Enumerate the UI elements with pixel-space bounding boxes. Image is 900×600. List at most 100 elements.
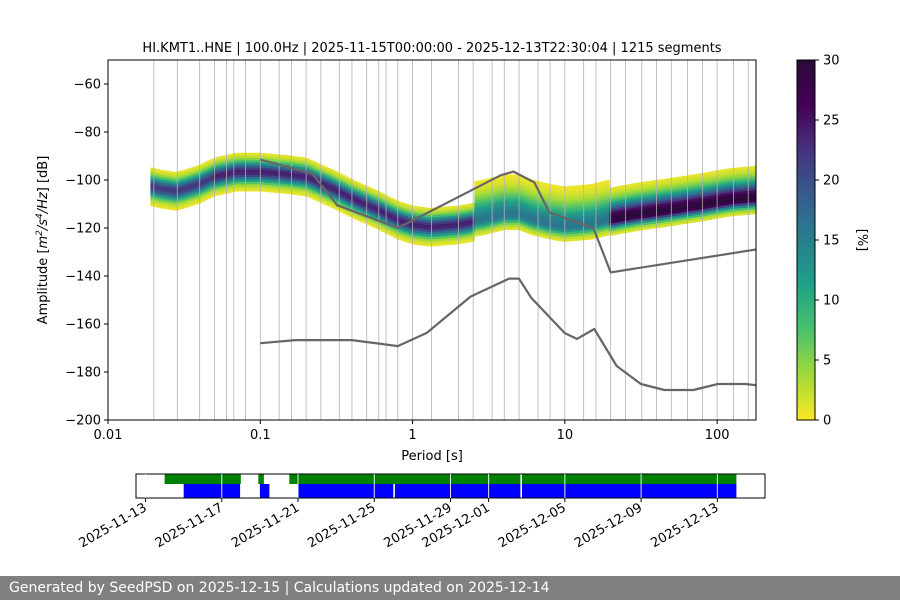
heatmap-cell — [327, 184, 331, 188]
heatmap-cell — [189, 172, 193, 176]
heatmap-cell — [642, 191, 646, 194]
heatmap-cell — [642, 208, 646, 211]
heatmap-cell — [291, 177, 295, 181]
heatmap-cell — [168, 197, 172, 201]
heatmap-cell — [318, 173, 322, 177]
heatmap-cell — [189, 191, 193, 195]
heatmap-cell — [576, 235, 580, 239]
heatmap-cell — [651, 192, 655, 196]
heatmap-cell — [561, 186, 565, 189]
heatmap-cell — [468, 234, 472, 238]
heatmap-cell — [585, 206, 589, 209]
heatmap-cell — [237, 179, 241, 182]
heatmap-cell — [153, 187, 157, 191]
heatmap-cell — [492, 189, 496, 192]
processed-data-segment — [289, 474, 521, 484]
heatmap-cell — [261, 174, 265, 178]
heatmap-cell — [459, 229, 463, 232]
heatmap-cell — [723, 202, 727, 206]
heatmap-cell — [732, 189, 736, 193]
heatmap-cell — [510, 200, 514, 204]
heatmap-cell — [399, 211, 403, 215]
heatmap-cell — [432, 222, 436, 225]
heatmap-cell — [564, 203, 568, 206]
heatmap-cell — [363, 216, 367, 219]
heatmap-cell — [696, 214, 700, 218]
heatmap-cell — [369, 187, 373, 191]
heatmap-cell — [624, 201, 628, 205]
heatmap-cell — [528, 198, 532, 201]
heatmap-cell — [483, 191, 487, 194]
heatmap-cell — [597, 203, 601, 207]
heatmap-cell — [546, 205, 550, 208]
y-tick-label: −80 — [74, 126, 101, 141]
heatmap-cell — [207, 181, 211, 185]
heatmap-cell — [243, 188, 247, 192]
heatmap-cell — [486, 224, 490, 227]
heatmap-cell — [474, 231, 478, 234]
heatmap-cell — [642, 212, 646, 216]
heatmap-cell — [585, 227, 589, 231]
heatmap-cell — [603, 195, 607, 198]
colorbar-tick-label: 5 — [823, 354, 831, 369]
heatmap-cell — [546, 231, 550, 235]
heatmap-cell — [426, 236, 430, 240]
heatmap-cell — [357, 218, 361, 221]
heatmap-cell — [450, 215, 454, 219]
heatmap-cell — [522, 214, 526, 218]
heatmap-cell — [507, 193, 511, 197]
heatmap-cell — [555, 228, 559, 232]
heatmap-cell — [327, 175, 331, 178]
heatmap-cell — [441, 226, 445, 229]
heatmap-cell — [402, 222, 406, 225]
heatmap-cell — [519, 216, 523, 219]
heatmap-cell — [537, 231, 541, 235]
heatmap-cell — [225, 154, 229, 158]
heatmap-cell — [483, 212, 487, 216]
heatmap-cell — [504, 193, 508, 197]
heatmap-cell — [651, 211, 655, 215]
heatmap-cell — [729, 204, 733, 207]
heatmap-cell — [207, 184, 211, 187]
heatmap-cell — [339, 178, 343, 182]
heatmap-cell — [576, 190, 580, 193]
heatmap-cell — [615, 227, 619, 230]
heatmap-cell — [249, 176, 253, 180]
heatmap-cell — [183, 174, 187, 178]
heatmap-cell — [504, 208, 508, 211]
heatmap-cell — [678, 219, 682, 223]
heatmap-cell — [366, 205, 370, 209]
heatmap-cell — [630, 226, 634, 230]
heatmap-cell — [636, 218, 640, 222]
heatmap-cell — [186, 204, 190, 208]
heatmap-cell — [336, 191, 340, 194]
heatmap-cell — [435, 212, 439, 215]
heatmap-cell — [297, 161, 301, 165]
y-axis-label-prefix: Amplitude [ — [36, 248, 51, 324]
heatmap-cell — [183, 191, 187, 194]
heatmap-cell — [162, 196, 166, 200]
heatmap-cell — [420, 223, 424, 227]
heatmap-cell — [252, 184, 256, 187]
heatmap-cell — [702, 199, 706, 202]
heatmap-cell — [363, 221, 367, 224]
heatmap-cell — [369, 221, 373, 224]
heatmap-cell — [330, 205, 334, 208]
heatmap-cell — [411, 232, 415, 235]
heatmap-cell — [174, 184, 178, 187]
heatmap-cell — [717, 208, 721, 212]
heatmap-cell — [180, 201, 184, 205]
heatmap-cell — [360, 195, 364, 199]
heatmap-cell — [723, 176, 727, 179]
heatmap-cell — [411, 241, 415, 245]
heatmap-cell — [621, 194, 625, 198]
heatmap-cell — [570, 207, 574, 211]
heatmap-cell — [528, 205, 532, 208]
heatmap-cell — [183, 193, 187, 197]
heatmap-cell — [570, 200, 574, 203]
heatmap-cell — [660, 198, 664, 202]
heatmap-cell — [537, 205, 541, 208]
heatmap-cell — [714, 185, 718, 188]
heatmap-cell — [618, 195, 622, 199]
